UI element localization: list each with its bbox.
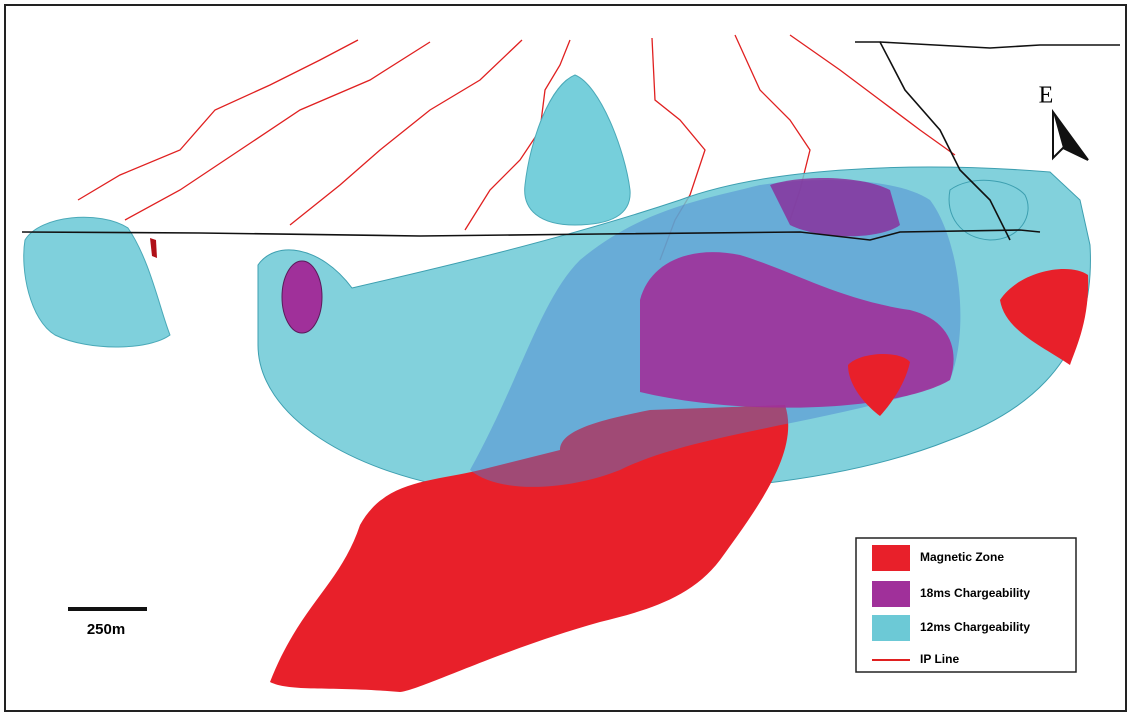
legend-swatch <box>872 581 910 607</box>
legend-label: Magnetic Zone <box>920 550 1004 564</box>
scale-label: 250m <box>87 621 125 638</box>
chargeability-18ms <box>282 261 322 333</box>
legend-label: 12ms Chargeability <box>920 620 1030 634</box>
page: E 250m Magnetic Zone 18ms Chargeability 12… <box>0 0 1131 716</box>
north-label: E <box>1039 83 1054 109</box>
legend-swatch <box>872 545 910 571</box>
figure: E 250m Magnetic Zone 18ms Chargeability 12… <box>0 0 1131 716</box>
legend-label: IP Line <box>920 652 959 666</box>
legend-swatch <box>872 615 910 641</box>
legend-label: 18ms Chargeability <box>920 586 1030 600</box>
